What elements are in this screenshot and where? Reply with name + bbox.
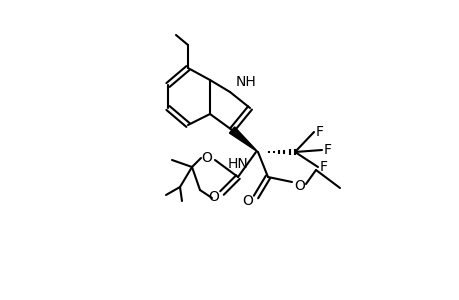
Text: O: O [208,190,219,204]
Text: F: F [319,160,327,174]
Text: O: O [242,194,253,208]
Text: F: F [323,143,331,157]
Polygon shape [229,127,257,152]
Text: NH: NH [235,75,256,89]
Text: F: F [315,125,323,139]
Text: O: O [201,151,212,165]
Text: HN: HN [227,157,247,171]
Text: O: O [294,179,305,193]
